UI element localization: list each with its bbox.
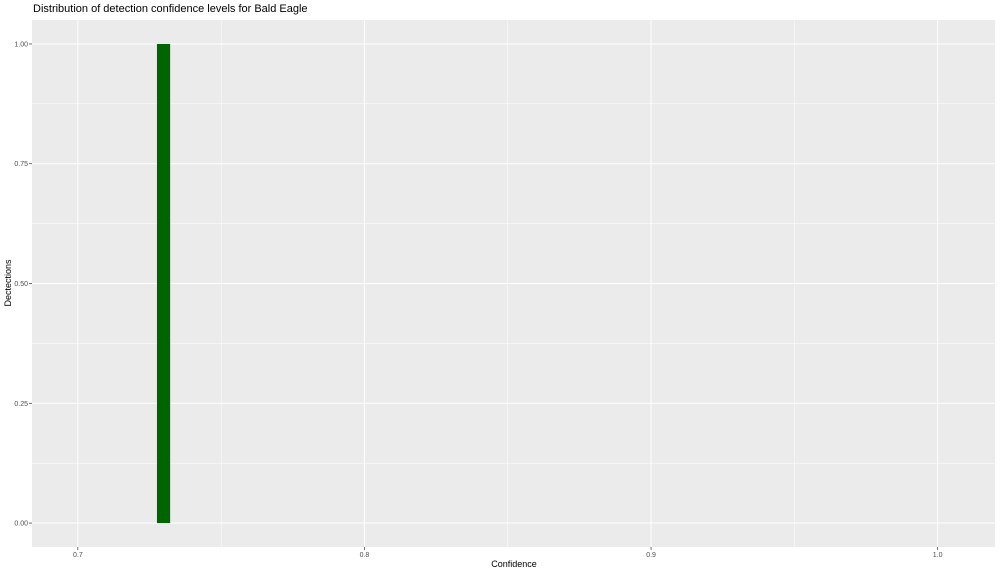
y-axis-ticks: 0.00 0.25 0.50 0.75 1.00 bbox=[14, 41, 32, 528]
bars bbox=[156, 43, 171, 524]
histogram-bar bbox=[156, 43, 171, 524]
x-axis-title: Confidence bbox=[491, 559, 537, 569]
y-tick-label: 0.75 bbox=[14, 161, 28, 168]
x-tick-label: 0.8 bbox=[360, 552, 370, 559]
y-axis-title: Dectections bbox=[3, 259, 13, 307]
y-tick-label: 0.25 bbox=[14, 401, 28, 408]
x-tick-label: 0.7 bbox=[73, 552, 83, 559]
x-tick-label: 0.9 bbox=[646, 552, 656, 559]
x-tick-label: 1.0 bbox=[933, 552, 943, 559]
grid-lines bbox=[32, 20, 995, 547]
y-tick-label: 1.00 bbox=[14, 41, 28, 48]
y-tick-label: 0.00 bbox=[14, 521, 28, 528]
y-tick-label: 0.50 bbox=[14, 281, 28, 288]
chart-title: Distribution of detection confidence lev… bbox=[33, 3, 308, 15]
x-axis-ticks: 0.7 0.8 0.9 1.0 bbox=[73, 547, 943, 559]
